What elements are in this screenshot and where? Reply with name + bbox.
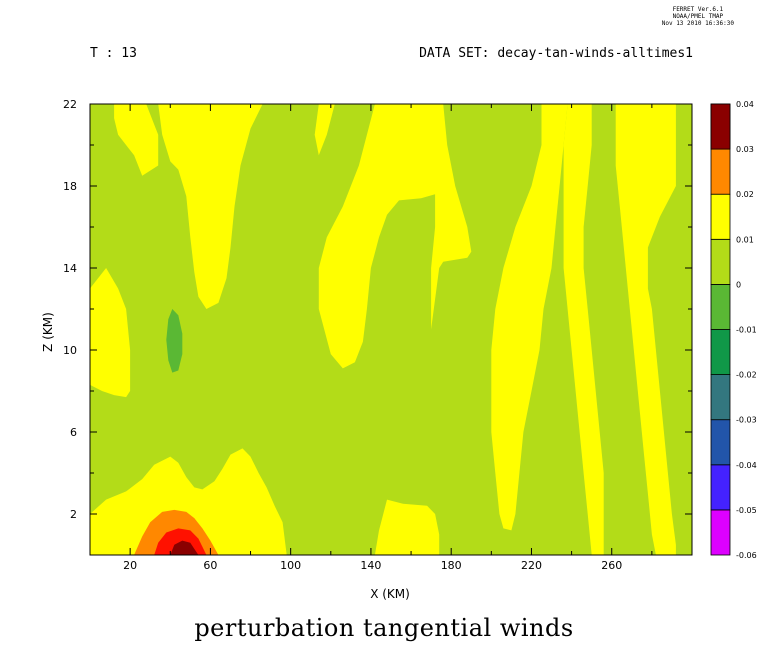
colorbar-label: -0.03 [736,416,757,425]
x-tick-label: 20 [123,559,137,572]
colorbar-label: 0 [736,280,741,289]
colorbar-label: 0.01 [736,235,754,244]
ferret-stamp: FERRET Ver.6.1 NOAA/PMEL TMAP Nov 13 201… [662,6,734,27]
colorbar-label: -0.01 [736,326,757,335]
colorbar-swatch-1 [710,509,731,556]
stamp-line-1: FERRET Ver.6.1 [672,6,724,13]
contour-fills [90,104,692,555]
colorbar-swatch-5 [710,329,731,375]
x-tick-label: 140 [360,559,381,572]
y-tick-label: 18 [63,180,77,193]
colorbar-label: -0.05 [736,506,757,515]
y-tick-label: 6 [70,426,77,439]
stamp-line-3: Nov 13 2010 16:36:30 [661,20,734,27]
colorbar-swatch-7 [710,238,731,285]
plot-frame [89,103,693,556]
contour-region-9 [90,268,131,398]
y-tick-label: 2 [70,508,77,521]
time-step-label: T : 13 [90,46,137,61]
y-tick-label: 22 [63,98,77,111]
y-tick-label: 10 [63,344,77,357]
contour-region-2 [158,104,263,309]
x-tick-label: 220 [521,559,542,572]
colorbar-label: -0.04 [736,461,757,470]
contour-region-14 [170,540,199,555]
contour-region-5 [443,104,568,531]
contour-region-4 [318,104,472,369]
contour-region-3 [314,104,335,156]
colorbar-label: 0.04 [736,100,754,109]
colorbar-swatch-11 [710,103,731,150]
stamp-line-2: NOAA/PMEL TMAP [672,13,724,20]
colorbar-label: -0.06 [736,551,757,560]
x-tick-label: 60 [203,559,217,572]
colorbar-label: 0.02 [736,190,754,199]
contour-region-1 [114,104,159,176]
chart-title: perturbation tangential winds [194,614,574,642]
colorbar-swatch-4 [710,374,731,421]
x-tick-label: 260 [601,559,622,572]
plot-area [90,104,692,555]
colorbar-swatch-8 [710,193,731,240]
y-tick-label: 14 [63,262,77,275]
colorbar: -0.06 -0.05 -0.04 -0.03 -0.02 -0.01 0 0.01 0.02 0… [710,100,757,560]
colorbar-label: 0.03 [736,145,754,154]
dataset-label: DATA SET: decay-tan-winds-alltimes1 [419,46,693,61]
axes: 20 60 100 140 180 220 260 2 6 10 14 18 22 [63,98,693,572]
x-tick-label: 100 [280,559,301,572]
x-tick-label: 180 [441,559,462,572]
contour-region-6 [615,104,676,555]
colorbar-swatch-6 [710,283,731,330]
colorbar-label: -0.02 [736,371,757,380]
y-axis-label: Z (KM) [41,312,55,352]
x-axis-label: X (KM) [370,587,410,601]
contour-region-10 [374,499,440,555]
colorbar-swatch-9 [710,148,731,195]
contour-region-7 [563,104,604,555]
contour-region-8 [90,448,287,555]
colorbar-swatch-3 [710,419,731,466]
contour-region-11 [166,309,183,373]
colorbar-swatch-2 [710,464,731,511]
